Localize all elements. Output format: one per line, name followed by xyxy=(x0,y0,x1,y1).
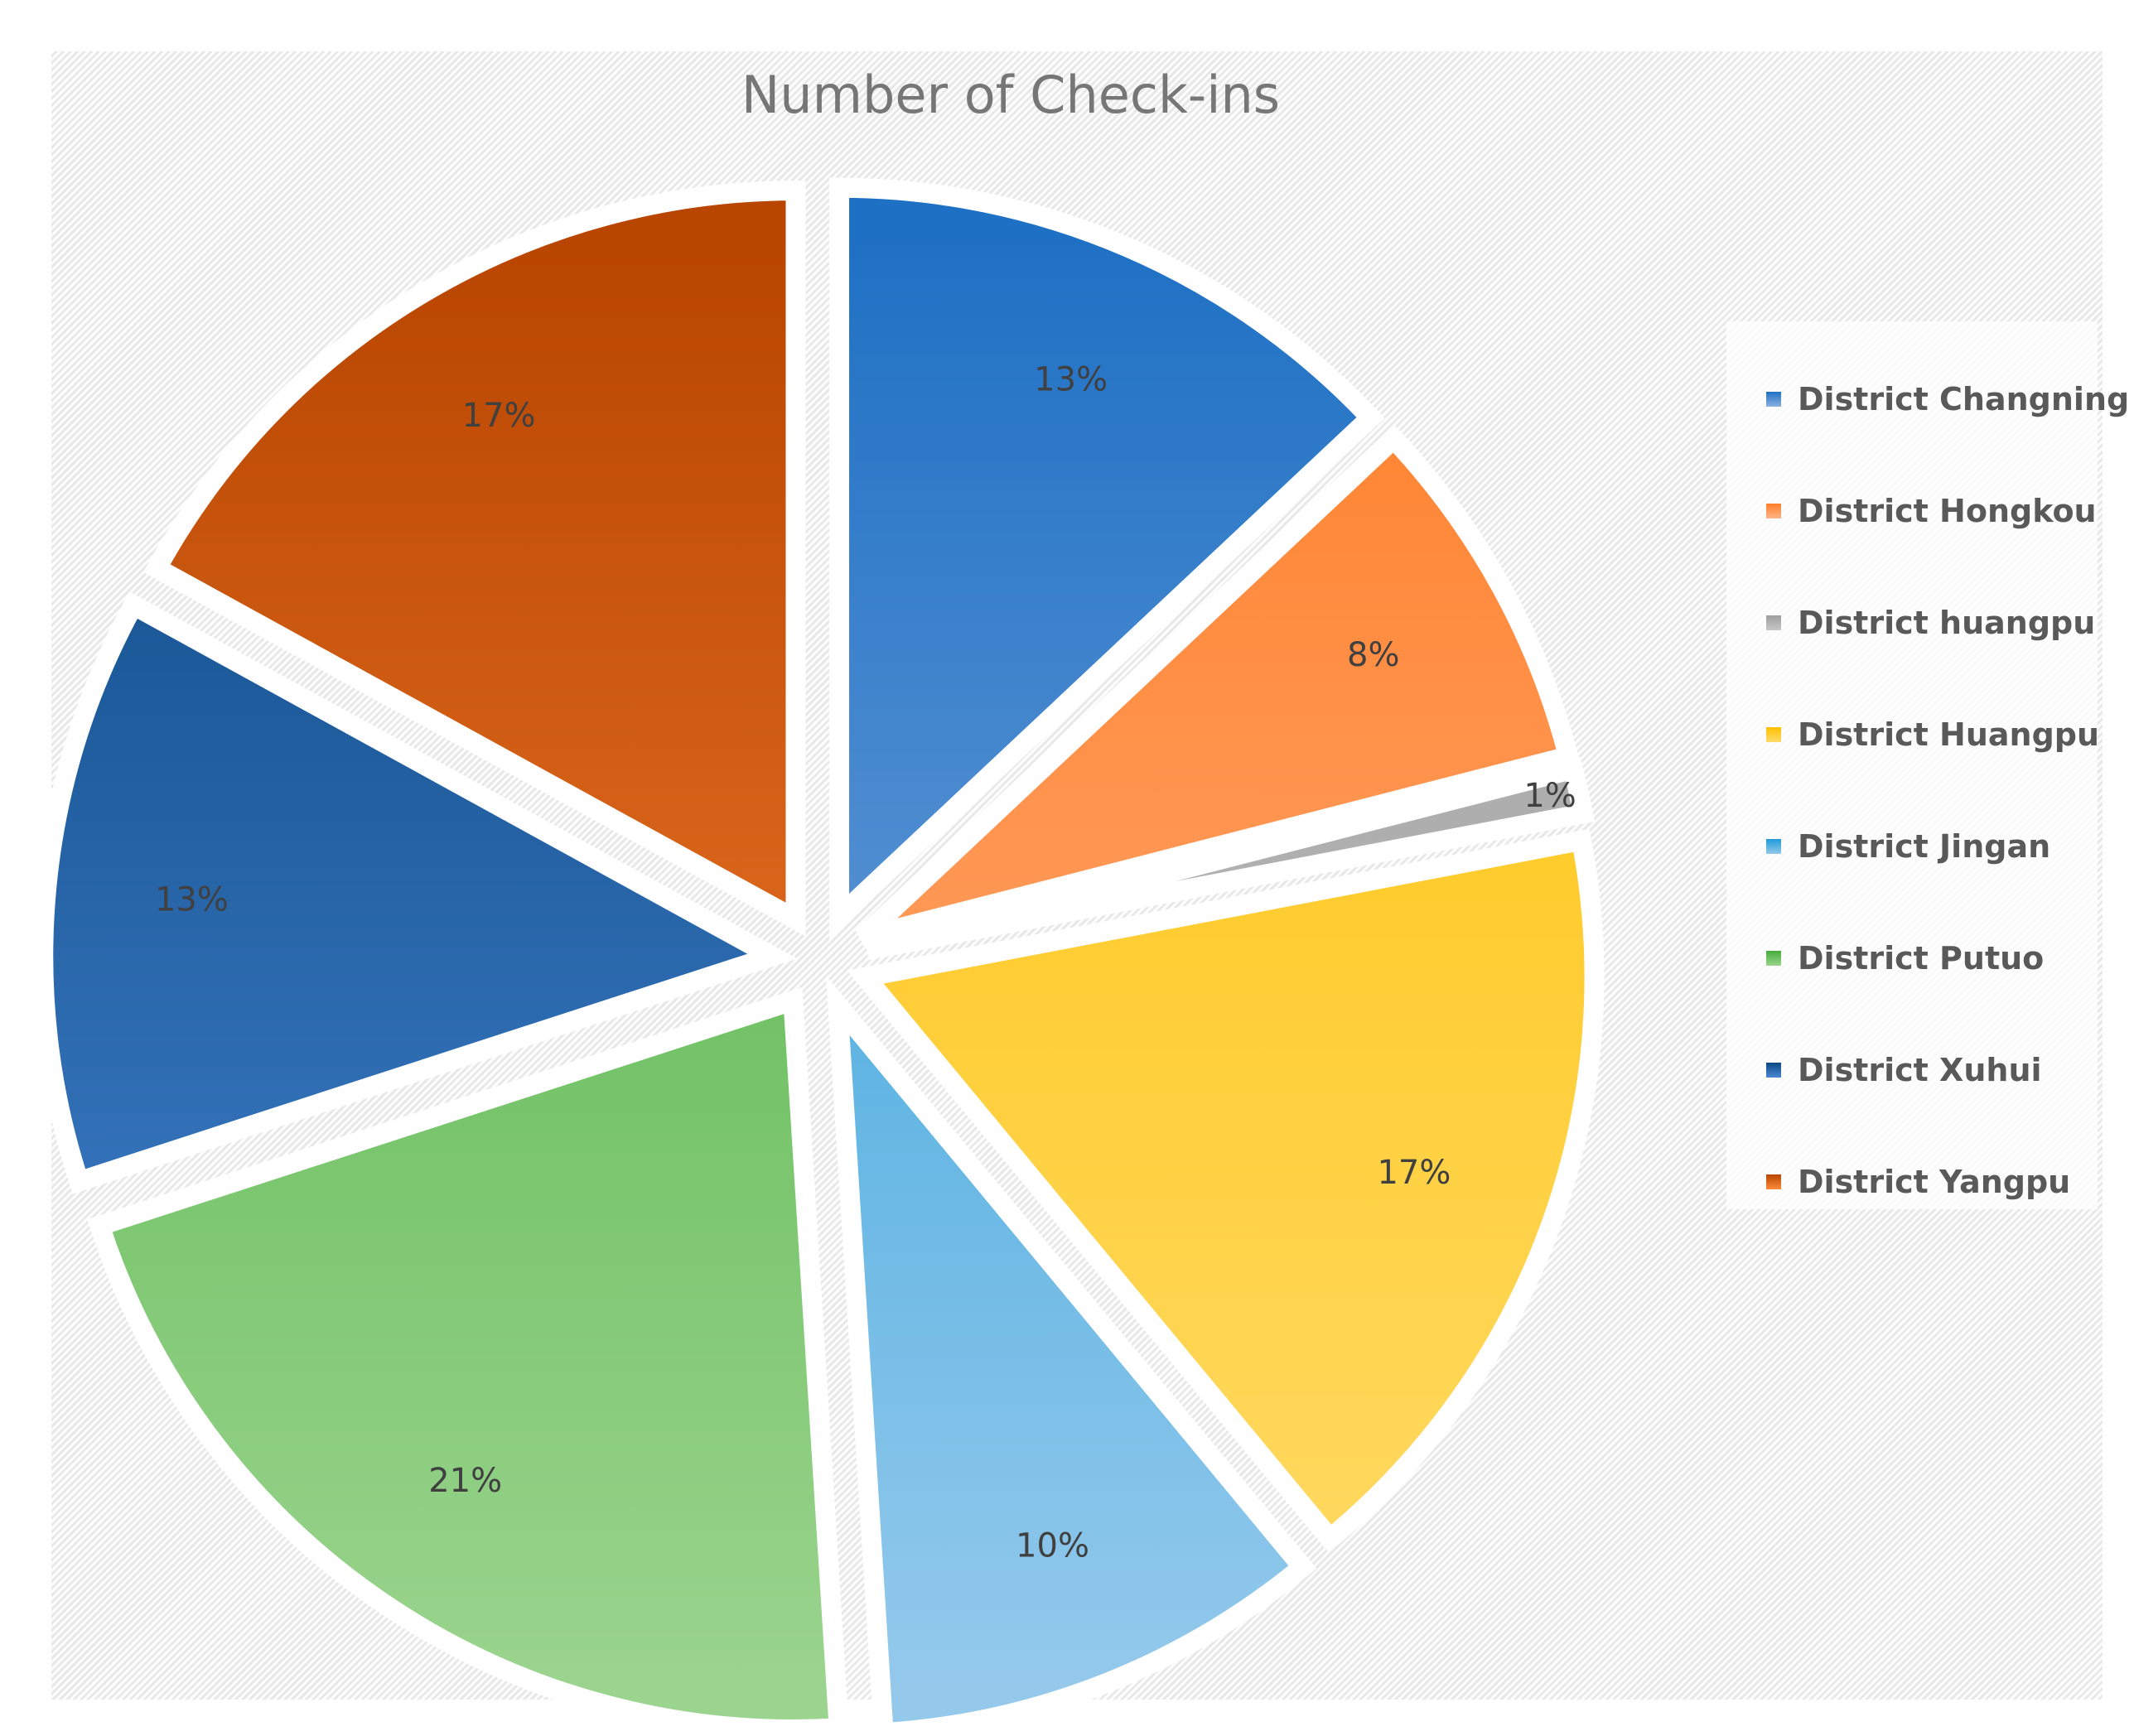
legend-label: District huangpu xyxy=(1798,604,2096,641)
pie-slice-0 xyxy=(829,177,1385,940)
legend-label: District Putuo xyxy=(1798,939,2045,976)
data-label-6: 13% xyxy=(155,880,229,919)
data-label-5: 21% xyxy=(428,1462,502,1500)
legend-swatch xyxy=(1766,615,1781,630)
legend-entry-7: District Yangpu xyxy=(1726,1126,2098,1237)
pie-slice-1 xyxy=(855,424,1581,948)
legend-entry-4: District Jingan xyxy=(1726,790,2098,902)
slices-layer xyxy=(33,177,1605,1736)
data-label-4: 10% xyxy=(1016,1526,1089,1565)
data-label-1: 8% xyxy=(1347,636,1399,674)
legend-swatch xyxy=(1766,950,1781,966)
chart-title: Number of Check-ins xyxy=(741,65,1281,125)
pie-slice-3 xyxy=(847,828,1605,1553)
pie-slice-5 xyxy=(87,986,850,1736)
data-label-2: 1% xyxy=(1523,777,1576,815)
legend-entry-6: District Xuhui xyxy=(1726,1014,2098,1126)
legend-swatch xyxy=(1766,503,1781,518)
legend: District Changning District Hongkou Distri… xyxy=(1726,321,2129,1209)
legend-label: District Jingan xyxy=(1798,827,2051,865)
legend-label: District Yangpu xyxy=(1798,1163,2071,1200)
legend-label: District Changning xyxy=(1798,380,2130,417)
legend-swatch xyxy=(1766,1174,1781,1189)
legend-entry-3: District Huangpu xyxy=(1726,678,2100,790)
legend-entry-5: District Putuo xyxy=(1726,902,2098,1014)
legend-entry-1: District Hongkou xyxy=(1726,455,2098,567)
data-labels-layer: 13% 8% 1% 17% 10% 21% 13% 17% xyxy=(155,361,1576,1565)
legend-entry-0: District Changning xyxy=(1726,343,2129,455)
legend-swatch xyxy=(1766,1062,1781,1078)
data-label-7: 17% xyxy=(462,397,536,435)
legend-swatch xyxy=(1766,838,1781,854)
legend-label: District Hongkou xyxy=(1798,492,2097,529)
data-label-0: 13% xyxy=(1034,361,1108,399)
legend-swatch xyxy=(1766,726,1781,742)
legend-entry-2: District huangpu xyxy=(1726,567,2098,678)
pie-slice-4 xyxy=(826,975,1317,1736)
legend-swatch xyxy=(1766,391,1781,407)
pie-slice-7 xyxy=(143,181,806,937)
data-label-3: 17% xyxy=(1377,1154,1451,1192)
pie-slice-6 xyxy=(33,591,798,1194)
pie-slice-2 xyxy=(864,756,1596,961)
legend-label: District Huangpu xyxy=(1798,716,2100,753)
legend-label: District Xuhui xyxy=(1798,1051,2042,1088)
